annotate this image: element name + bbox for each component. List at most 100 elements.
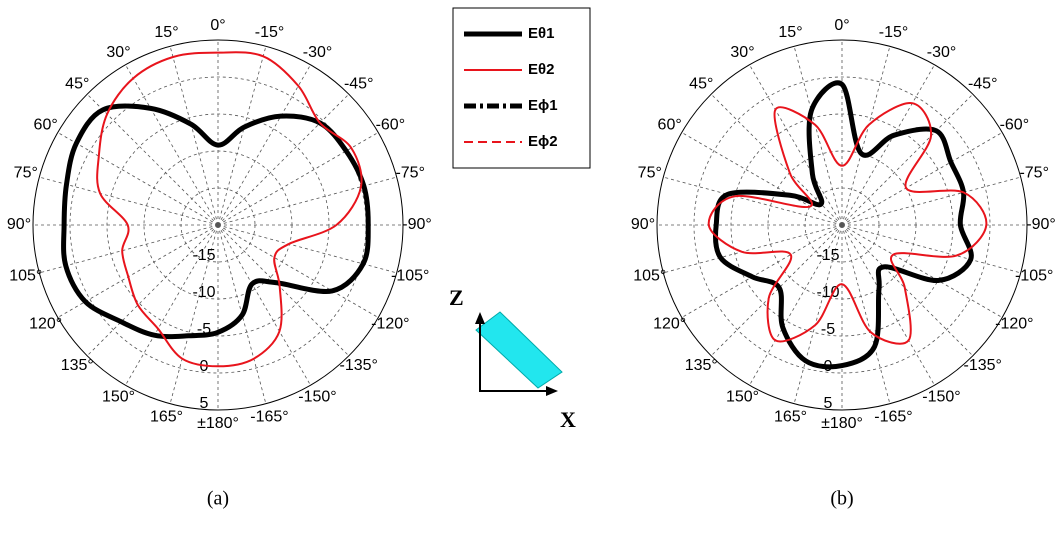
spoke-grid-line xyxy=(217,64,311,226)
theta-tick-label: -165° xyxy=(874,408,912,425)
spoke-grid-line xyxy=(841,132,1003,226)
spoke-grid-line xyxy=(793,224,843,404)
spoke-grid-line xyxy=(663,224,843,274)
theta-tick-label: 150° xyxy=(102,389,135,406)
spoke-grid-line xyxy=(217,224,311,386)
polar-chart: 0° 15° 30° 45° 60° 75° 90° 105° 120° 135° 150° 165°… xyxy=(7,17,432,509)
theta-tick-label: ±180° xyxy=(197,415,239,432)
spoke-grid-line xyxy=(841,224,891,404)
spoke-grid-line xyxy=(169,46,219,226)
spoke-grid-line xyxy=(749,64,843,226)
r-tick-label: 5 xyxy=(824,395,833,412)
antenna-plate xyxy=(475,311,563,389)
theta-tick-label: 105° xyxy=(9,268,42,285)
theta-tick-label: 105° xyxy=(633,268,666,285)
theta-tick-label: -105° xyxy=(391,268,429,285)
theta-tick-label: -75° xyxy=(395,165,425,182)
theta-tick-label: -15° xyxy=(255,24,285,41)
series-line xyxy=(61,103,371,340)
spoke-grid-line xyxy=(841,46,891,226)
spoke-grid-line xyxy=(663,176,843,226)
theta-tick-label: -45° xyxy=(344,76,374,93)
x-arrow xyxy=(546,386,558,396)
r-tick-label: -10 xyxy=(816,284,839,301)
x-label: X xyxy=(560,407,576,432)
theta-tick-label: 90° xyxy=(631,216,655,233)
legend-label: Eϕ2 xyxy=(528,133,558,150)
spoke-grid-line xyxy=(125,64,219,226)
spoke-grid-line xyxy=(841,176,1021,226)
theta-tick-label: 60° xyxy=(34,117,58,134)
theta-tick-label: 15° xyxy=(154,24,178,41)
spoke-grid-line xyxy=(841,224,974,357)
spoke-grid-line xyxy=(681,132,843,226)
theta-tick-label: -120° xyxy=(371,316,409,333)
series-line xyxy=(712,80,974,370)
spoke-grid-line xyxy=(841,224,1003,318)
theta-tick-label: 30° xyxy=(106,44,130,61)
z-arrow xyxy=(475,312,485,324)
z-label: Z xyxy=(449,285,464,310)
series-line xyxy=(96,51,363,368)
theta-tick-label: 0° xyxy=(834,17,849,34)
theta-tick-label: 75° xyxy=(638,165,662,182)
r-tick-label: -15 xyxy=(816,247,839,264)
legend-label: Eϕ1 xyxy=(528,97,558,114)
r-tick-label: -15 xyxy=(192,247,215,264)
theta-tick-label: -165° xyxy=(250,408,288,425)
ring-grid-line xyxy=(767,150,917,300)
spoke-grid-line xyxy=(217,93,350,226)
theta-tick-label: 120° xyxy=(653,316,686,333)
outer-circle xyxy=(656,39,1028,411)
theta-tick-label: 135° xyxy=(61,357,94,374)
caption: (b) xyxy=(830,488,853,510)
theta-tick-label: ±180° xyxy=(821,415,863,432)
theta-tick-label: 165° xyxy=(150,408,183,425)
spoke-grid-line xyxy=(217,224,397,274)
r-tick-label: 0 xyxy=(200,358,209,375)
spoke-grid-line xyxy=(39,176,219,226)
theta-tick-label: 0° xyxy=(210,17,225,34)
theta-tick-label: -150° xyxy=(922,389,960,406)
theta-tick-label: -60° xyxy=(1000,117,1030,134)
ring-grid-line xyxy=(143,150,293,300)
theta-tick-label: 60° xyxy=(658,117,682,134)
ring-grid-line xyxy=(693,76,991,374)
theta-tick-label: -45° xyxy=(968,76,998,93)
spoke-grid-line xyxy=(217,132,379,226)
theta-tick-label: 150° xyxy=(726,389,759,406)
theta-tick-label: 135° xyxy=(685,357,718,374)
spoke-grid-line xyxy=(125,224,219,386)
spoke-grid-line xyxy=(86,224,219,357)
theta-tick-label: -135° xyxy=(964,357,1002,374)
theta-tick-label: 90° xyxy=(7,216,31,233)
ring-grid-line xyxy=(180,187,256,263)
spoke-grid-line xyxy=(793,46,843,226)
theta-tick-label: -15° xyxy=(879,24,909,41)
theta-tick-label: -30° xyxy=(303,44,333,61)
series-line xyxy=(707,102,988,345)
theta-tick-label: 15° xyxy=(778,24,802,41)
r-tick-label: -5 xyxy=(821,321,835,338)
spoke-grid-line xyxy=(710,224,843,357)
caption: (a) xyxy=(207,488,229,510)
outer-circle xyxy=(32,39,404,411)
spoke-grid-line xyxy=(86,93,219,226)
theta-tick-label: -90° xyxy=(1026,216,1056,233)
ring-grid-line xyxy=(730,113,954,337)
theta-tick-label: -135° xyxy=(340,357,378,374)
spoke-grid-line xyxy=(217,224,379,318)
theta-tick-label: 45° xyxy=(689,76,713,93)
r-tick-label: -10 xyxy=(192,284,215,301)
spoke-grid-line xyxy=(57,132,219,226)
spoke-grid-line xyxy=(841,224,1021,274)
spoke-grid-line xyxy=(39,224,219,274)
spoke-grid-line xyxy=(57,224,219,318)
legend-label: Eθ2 xyxy=(528,61,554,78)
spoke-grid-line xyxy=(217,224,350,357)
inset-diagram: Z X xyxy=(449,285,576,432)
spoke-grid-line xyxy=(841,64,935,226)
theta-tick-label: 45° xyxy=(65,76,89,93)
ring-grid-line xyxy=(106,113,330,337)
